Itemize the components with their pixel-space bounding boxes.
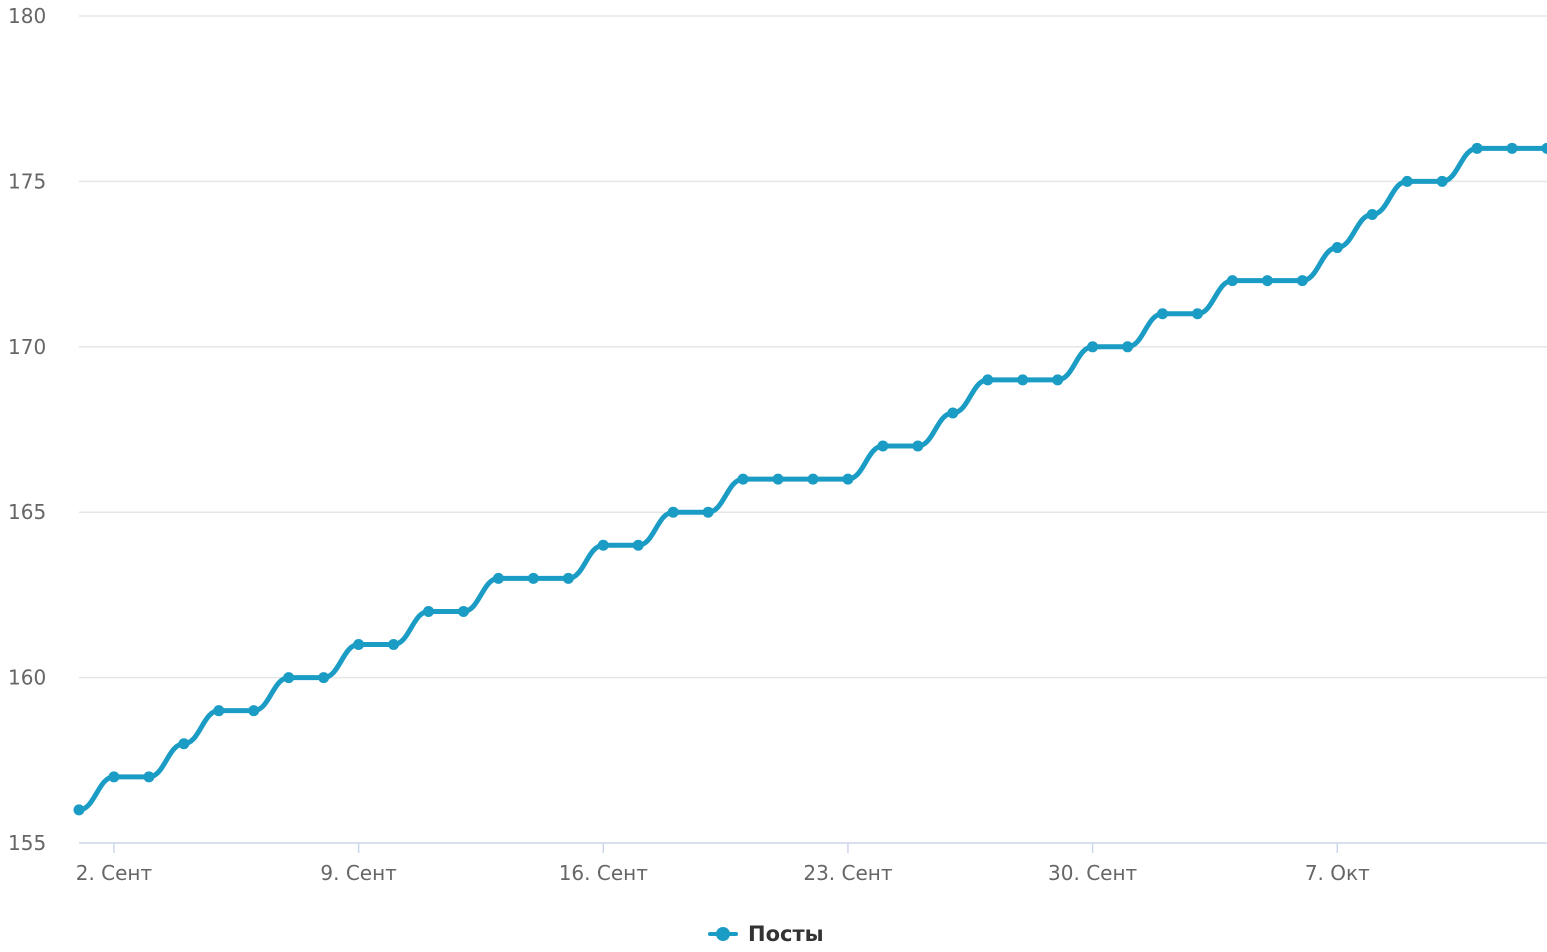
data-point[interactable] bbox=[527, 572, 539, 584]
data-point[interactable] bbox=[1052, 374, 1064, 386]
data-point[interactable] bbox=[667, 506, 679, 518]
data-point[interactable] bbox=[842, 473, 854, 485]
y-tick-label: 180 bbox=[8, 4, 46, 28]
data-point[interactable] bbox=[318, 672, 330, 684]
data-point[interactable] bbox=[143, 771, 155, 783]
data-point[interactable] bbox=[947, 407, 959, 419]
data-point[interactable] bbox=[1331, 242, 1343, 254]
data-point[interactable] bbox=[457, 605, 469, 617]
x-tick-label: 9. Сент bbox=[320, 861, 397, 885]
data-point[interactable] bbox=[108, 771, 120, 783]
y-tick-label: 175 bbox=[8, 169, 46, 193]
x-tick-label: 16. Сент bbox=[559, 861, 649, 885]
data-point[interactable] bbox=[807, 473, 819, 485]
data-point[interactable] bbox=[283, 672, 295, 684]
data-point[interactable] bbox=[982, 374, 994, 386]
data-point[interactable] bbox=[1436, 175, 1448, 187]
data-point[interactable] bbox=[1401, 175, 1413, 187]
legend-marker bbox=[716, 927, 730, 941]
data-point[interactable] bbox=[1191, 308, 1203, 320]
data-point[interactable] bbox=[737, 473, 749, 485]
data-point[interactable] bbox=[388, 639, 400, 651]
x-tick-label: 23. Сент bbox=[803, 861, 893, 885]
series-posts[interactable] bbox=[73, 142, 1547, 816]
grid-lines bbox=[79, 15, 1547, 844]
data-point[interactable] bbox=[178, 738, 190, 750]
x-axis: 2. Сент 9. Сент 16. Сент 23. Сент 30. Сент 7.… bbox=[76, 843, 1370, 885]
data-point[interactable] bbox=[597, 539, 609, 551]
legend-label: Посты bbox=[748, 922, 824, 946]
data-point[interactable] bbox=[877, 440, 889, 452]
data-point[interactable] bbox=[772, 473, 784, 485]
data-point[interactable] bbox=[1226, 275, 1238, 287]
y-tick-label: 170 bbox=[8, 335, 46, 359]
data-point[interactable] bbox=[1366, 208, 1378, 220]
data-point[interactable] bbox=[73, 804, 85, 816]
data-point[interactable] bbox=[213, 705, 225, 717]
data-point[interactable] bbox=[353, 639, 365, 651]
data-point[interactable] bbox=[423, 605, 435, 617]
data-point[interactable] bbox=[912, 440, 924, 452]
data-point[interactable] bbox=[702, 506, 714, 518]
x-tick-label: 2. Сент bbox=[76, 861, 153, 885]
data-point[interactable] bbox=[1017, 374, 1029, 386]
y-axis: 180 175 170 165 160 155 bbox=[8, 4, 46, 855]
y-tick-label: 160 bbox=[8, 666, 46, 690]
data-point[interactable] bbox=[1541, 142, 1547, 154]
data-point[interactable] bbox=[562, 572, 574, 584]
data-point[interactable] bbox=[1157, 308, 1169, 320]
data-point[interactable] bbox=[1296, 275, 1308, 287]
data-point[interactable] bbox=[492, 572, 504, 584]
y-tick-label: 165 bbox=[8, 500, 46, 524]
legend-symbol bbox=[708, 924, 738, 944]
data-point[interactable] bbox=[1471, 142, 1483, 154]
y-tick-label: 155 bbox=[8, 831, 46, 855]
x-tick-label: 30. Сент bbox=[1048, 861, 1138, 885]
data-point[interactable] bbox=[248, 705, 260, 717]
data-point[interactable] bbox=[1261, 275, 1273, 287]
data-point[interactable] bbox=[1506, 142, 1518, 154]
data-point[interactable] bbox=[632, 539, 644, 551]
data-point[interactable] bbox=[1122, 341, 1134, 353]
x-tick-label: 7. Окт bbox=[1305, 861, 1370, 885]
legend[interactable]: Посты bbox=[708, 922, 824, 946]
data-point[interactable] bbox=[1087, 341, 1099, 353]
